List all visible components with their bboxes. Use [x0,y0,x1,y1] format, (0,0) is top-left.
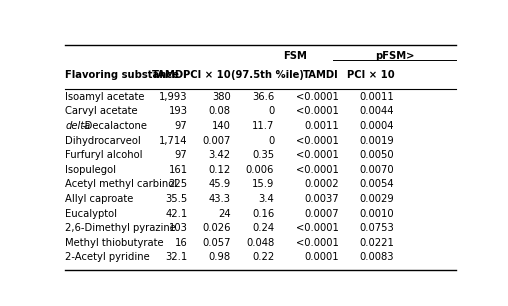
Text: 0.057: 0.057 [202,238,231,248]
Text: 0.0037: 0.0037 [304,194,339,204]
Text: 0.0007: 0.0007 [304,209,339,219]
Text: <0.0001: <0.0001 [296,106,339,116]
Text: 97: 97 [175,121,187,131]
Text: TAMDI: TAMDI [303,70,339,80]
Text: 3.4: 3.4 [259,194,274,204]
Text: 24: 24 [218,209,231,219]
Text: FSM: FSM [283,51,307,61]
Text: 0.0070: 0.0070 [360,165,394,175]
Text: <0.0001: <0.0001 [296,92,339,102]
Text: Acetyl methyl carbinol: Acetyl methyl carbinol [66,179,178,189]
Text: 0.0753: 0.0753 [360,223,394,233]
Text: 0.16: 0.16 [252,209,274,219]
Text: 0.35: 0.35 [252,150,274,160]
Text: 193: 193 [169,106,187,116]
Text: 0.22: 0.22 [252,252,274,263]
Text: Dihydrocarveol: Dihydrocarveol [66,136,141,146]
Text: 3.42: 3.42 [209,150,231,160]
Text: delta: delta [66,121,91,131]
Text: 32.1: 32.1 [165,252,187,263]
Text: 0: 0 [268,136,274,146]
Text: PCI × 10: PCI × 10 [183,70,231,80]
Text: 0.24: 0.24 [252,223,274,233]
Text: 0.0011: 0.0011 [304,121,339,131]
Text: Allyl caproate: Allyl caproate [66,194,134,204]
Text: 15.9: 15.9 [252,179,274,189]
Text: 0.0029: 0.0029 [360,194,394,204]
Text: 0.026: 0.026 [202,223,231,233]
Text: 45.9: 45.9 [209,179,231,189]
Text: 0.0010: 0.0010 [360,209,394,219]
Text: 97: 97 [175,150,187,160]
Text: <0.0001: <0.0001 [296,136,339,146]
Text: 1,714: 1,714 [159,136,187,146]
Text: 42.1: 42.1 [165,209,187,219]
Text: 0.0083: 0.0083 [360,252,394,263]
Text: <0.0001: <0.0001 [296,238,339,248]
Text: PCI × 10: PCI × 10 [346,70,394,80]
Text: <0.0001: <0.0001 [296,165,339,175]
Text: 225: 225 [168,179,187,189]
Text: 11.7: 11.7 [252,121,274,131]
Text: 0.007: 0.007 [203,136,231,146]
Text: 0.0044: 0.0044 [360,106,394,116]
Text: Methyl thiobutyrate: Methyl thiobutyrate [66,238,164,248]
Text: 0.08: 0.08 [209,106,231,116]
Text: 0.0019: 0.0019 [360,136,394,146]
Text: 0.006: 0.006 [246,165,274,175]
Text: 43.3: 43.3 [209,194,231,204]
Text: 16: 16 [175,238,187,248]
Text: Carvyl acetate: Carvyl acetate [66,106,138,116]
Text: 35.5: 35.5 [165,194,187,204]
Text: Flavoring substance: Flavoring substance [66,70,179,80]
Text: 140: 140 [212,121,231,131]
Text: 2-Acetyl pyridine: 2-Acetyl pyridine [66,252,150,263]
Text: Isoamyl acetate: Isoamyl acetate [66,92,145,102]
Text: <0.0001: <0.0001 [296,150,339,160]
Text: 2,6-Dimethyl pyrazine: 2,6-Dimethyl pyrazine [66,223,176,233]
Text: 0.0002: 0.0002 [304,179,339,189]
Text: (97.5th %ile): (97.5th %ile) [231,70,304,80]
Text: TAMDI: TAMDI [152,70,187,80]
Text: 0.0001: 0.0001 [304,252,339,263]
Text: pFSM>: pFSM> [375,51,415,61]
Text: 103: 103 [169,223,187,233]
Text: 0: 0 [268,106,274,116]
Text: Furfuryl alcohol: Furfuryl alcohol [66,150,143,160]
Text: Eucalyptol: Eucalyptol [66,209,117,219]
Text: 0.0054: 0.0054 [360,179,394,189]
Text: 0.048: 0.048 [246,238,274,248]
Text: 380: 380 [212,92,231,102]
Text: 0.0050: 0.0050 [360,150,394,160]
Text: -Decalactone: -Decalactone [81,121,147,131]
Text: 36.6: 36.6 [252,92,274,102]
Text: 0.0011: 0.0011 [360,92,394,102]
Text: 0.98: 0.98 [209,252,231,263]
Text: 0.12: 0.12 [209,165,231,175]
Text: 161: 161 [168,165,187,175]
Text: 1,993: 1,993 [159,92,187,102]
Text: <0.0001: <0.0001 [296,223,339,233]
Text: 0.0004: 0.0004 [360,121,394,131]
Text: 0.0221: 0.0221 [359,238,394,248]
Text: Isopulegol: Isopulegol [66,165,116,175]
